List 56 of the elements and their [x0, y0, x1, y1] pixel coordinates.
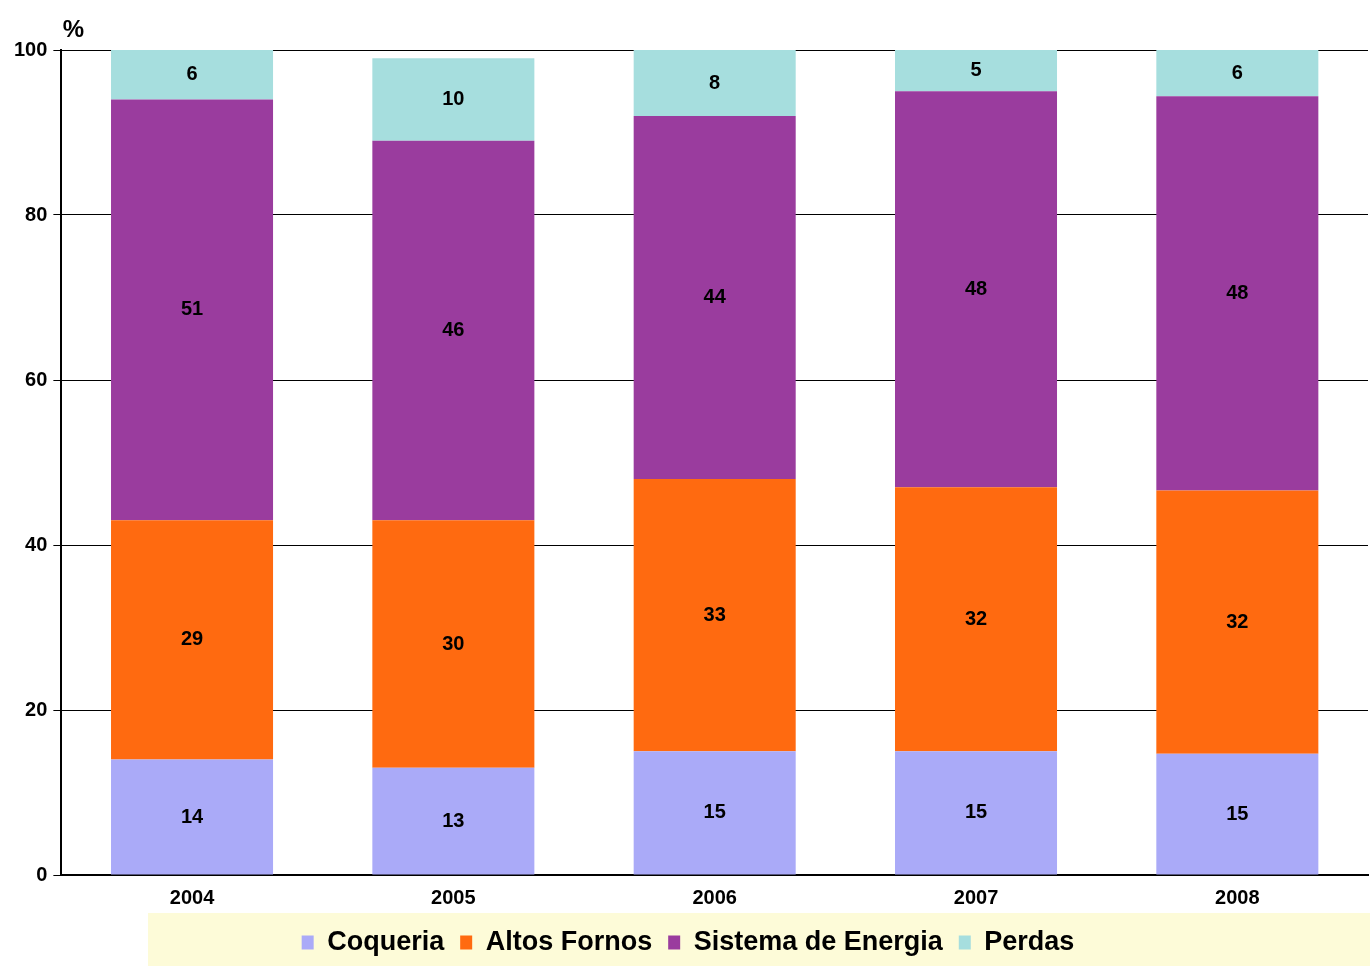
legend-label: Coqueria — [327, 925, 446, 956]
data-label: 6 — [1231, 60, 1243, 83]
data-label: 32 — [964, 606, 988, 629]
data-label: 15 — [1226, 801, 1249, 824]
data-label: 6 — [186, 62, 198, 85]
bar — [372, 140, 535, 521]
y-tick-label: 60 — [25, 367, 48, 390]
legend-label: Sistema de Energia — [693, 925, 944, 956]
bar — [111, 99, 274, 521]
data-label: 8 — [709, 70, 721, 93]
bar — [111, 50, 274, 100]
data-label: 15 — [703, 800, 726, 823]
data-label: 48 — [964, 276, 988, 299]
data-label: 33 — [703, 602, 726, 625]
x-tick-label: 2005 — [431, 885, 476, 908]
bar — [633, 116, 796, 479]
y-tick-label: 80 — [25, 202, 48, 225]
bar — [372, 767, 535, 875]
data-label: 46 — [442, 318, 465, 341]
data-label: 10 — [442, 87, 465, 110]
bar — [895, 751, 1058, 875]
bar — [111, 759, 274, 875]
bar — [1156, 490, 1319, 754]
x-tick-label: 2004 — [169, 885, 216, 908]
data-label: 5 — [970, 58, 982, 81]
data-label: 14 — [180, 804, 205, 827]
data-label: 44 — [703, 285, 727, 308]
bar — [895, 50, 1058, 92]
bar — [633, 751, 796, 875]
x-tick-label: 2006 — [692, 885, 737, 908]
y-tick-label: 40 — [25, 532, 48, 555]
y-axis-title: % — [62, 14, 85, 42]
data-label: 15 — [964, 800, 988, 823]
x-tick-label: 2007 — [953, 885, 999, 908]
bar — [1156, 96, 1319, 491]
bar — [895, 487, 1058, 752]
bar — [1156, 50, 1319, 97]
data-label: 32 — [1226, 609, 1249, 632]
legend-label: Altos Fornos — [485, 925, 653, 956]
bar — [111, 520, 274, 760]
bar — [895, 91, 1058, 488]
data-label: 51 — [180, 297, 204, 320]
data-label: 30 — [442, 631, 465, 654]
legend-label: Perdas — [984, 925, 1075, 956]
y-tick-label: 20 — [25, 697, 48, 720]
y-tick-label: 0 — [36, 862, 48, 885]
bar — [372, 520, 535, 768]
data-label: 29 — [180, 627, 204, 650]
data-label: 48 — [1226, 280, 1249, 303]
bar — [1156, 753, 1319, 875]
data-label: 13 — [442, 808, 465, 831]
bar — [633, 479, 796, 752]
x-tick-label: 2008 — [1215, 885, 1260, 908]
bar — [633, 50, 796, 116]
bar — [372, 58, 535, 141]
y-tick-label: 100 — [13, 37, 48, 60]
